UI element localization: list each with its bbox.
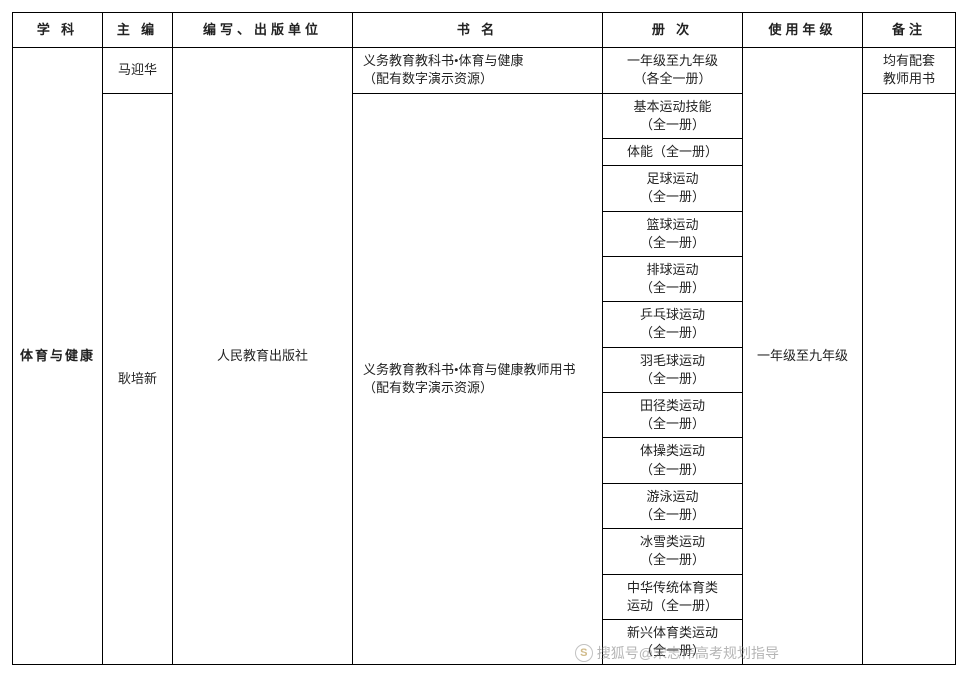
- cell-volume: 乒乓球运动（全一册）: [603, 302, 743, 347]
- cell-volume: 冰雪类运动（全一册）: [603, 529, 743, 574]
- cell-volume: 排球运动（全一册）: [603, 256, 743, 301]
- header-volume: 册 次: [603, 13, 743, 48]
- cell-volume: 体能（全一册）: [603, 138, 743, 165]
- cell-volume: 基本运动技能（全一册）: [603, 93, 743, 138]
- cell-volume: 田径类运动（全一册）: [603, 393, 743, 438]
- header-editor: 主 编: [103, 13, 173, 48]
- cell-remark: [863, 93, 956, 665]
- cell-editor: 耿培新: [103, 93, 173, 665]
- cell-volume: 一年级至九年级（各全一册）: [603, 48, 743, 93]
- cell-volume: 中华传统体育类运动（全一册）: [603, 574, 743, 619]
- header-grade: 使用年级: [743, 13, 863, 48]
- cell-subject: 体育与健康: [13, 48, 103, 665]
- cell-volume: 篮球运动（全一册）: [603, 211, 743, 256]
- cell-volume: 足球运动（全一册）: [603, 166, 743, 211]
- table-body: 体育与健康马迎华人民教育出版社义务教育教科书•体育与健康（配有数字演示资源）一年…: [13, 48, 956, 665]
- cell-volume: 游泳运动（全一册）: [603, 483, 743, 528]
- cell-book: 义务教育教科书•体育与健康教师用书（配有数字演示资源）: [353, 93, 603, 665]
- header-book: 书 名: [353, 13, 603, 48]
- cell-editor: 马迎华: [103, 48, 173, 93]
- cell-volume: 新兴体育类运动（全一册）: [603, 619, 743, 664]
- cell-publisher: 人民教育出版社: [173, 48, 353, 665]
- textbook-table: 学 科 主 编 编写、出版单位 书 名 册 次 使用年级 备注 体育与健康马迎华…: [12, 12, 956, 665]
- cell-remark: 均有配套教师用书: [863, 48, 956, 93]
- cell-volume: 羽毛球运动（全一册）: [603, 347, 743, 392]
- header-remark: 备注: [863, 13, 956, 48]
- cell-book: 义务教育教科书•体育与健康（配有数字演示资源）: [353, 48, 603, 93]
- cell-volume: 体操类运动（全一册）: [603, 438, 743, 483]
- header-publisher: 编写、出版单位: [173, 13, 353, 48]
- cell-grade: 一年级至九年级: [743, 48, 863, 665]
- table-header-row: 学 科 主 编 编写、出版单位 书 名 册 次 使用年级 备注: [13, 13, 956, 48]
- table-row: 体育与健康马迎华人民教育出版社义务教育教科书•体育与健康（配有数字演示资源）一年…: [13, 48, 956, 93]
- header-subject: 学 科: [13, 13, 103, 48]
